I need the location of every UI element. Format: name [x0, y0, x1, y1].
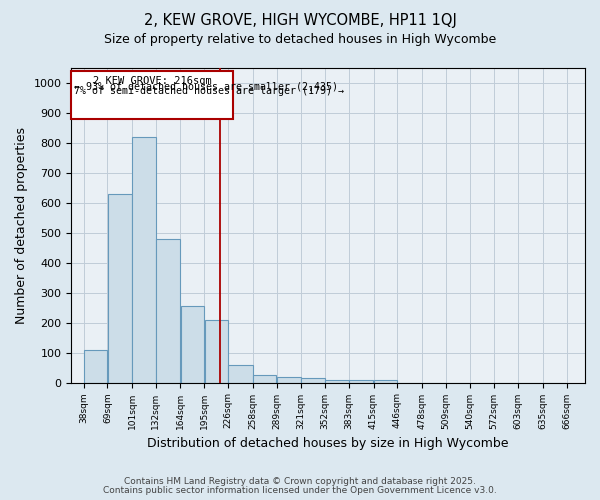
- Text: 7% of semi-detached houses are larger (179) →: 7% of semi-detached houses are larger (1…: [74, 86, 344, 96]
- Bar: [301, 378, 325, 382]
- Text: Size of property relative to detached houses in High Wycombe: Size of property relative to detached ho…: [104, 32, 496, 46]
- Bar: [325, 380, 349, 382]
- Bar: [71, 70, 233, 118]
- Bar: [277, 376, 301, 382]
- Bar: [156, 238, 180, 382]
- Text: 2, KEW GROVE, HIGH WYCOMBE, HP11 1QJ: 2, KEW GROVE, HIGH WYCOMBE, HP11 1QJ: [143, 12, 457, 28]
- Bar: [205, 320, 228, 382]
- Bar: [107, 194, 132, 382]
- Bar: [229, 364, 253, 382]
- Text: Contains public sector information licensed under the Open Government Licence v3: Contains public sector information licen…: [103, 486, 497, 495]
- Text: Contains HM Land Registry data © Crown copyright and database right 2025.: Contains HM Land Registry data © Crown c…: [124, 477, 476, 486]
- Bar: [374, 380, 397, 382]
- Text: ← 93% of detached houses are smaller (2,435): ← 93% of detached houses are smaller (2,…: [74, 81, 338, 91]
- Bar: [349, 380, 373, 382]
- Bar: [253, 375, 277, 382]
- Bar: [132, 136, 155, 382]
- Bar: [84, 350, 107, 382]
- X-axis label: Distribution of detached houses by size in High Wycombe: Distribution of detached houses by size …: [148, 437, 509, 450]
- Y-axis label: Number of detached properties: Number of detached properties: [15, 126, 28, 324]
- Text: 2 KEW GROVE: 216sqm: 2 KEW GROVE: 216sqm: [92, 76, 211, 86]
- Bar: [181, 306, 204, 382]
